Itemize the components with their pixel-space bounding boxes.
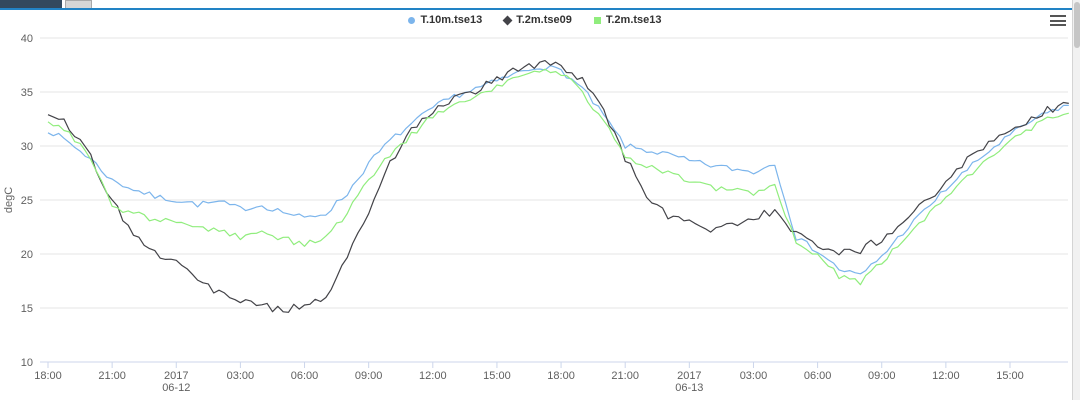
svg-text:12:00: 12:00 [932,370,960,382]
chart-legend: T.10m.tse13 T.2m.tse09 T.2m.tse13 [0,14,1070,26]
svg-text:06-12: 06-12 [162,382,190,394]
svg-text:09:00: 09:00 [355,370,383,382]
hamburger-icon [1050,19,1066,22]
legend-label: T.2m.tse13 [605,14,662,26]
svg-text:35: 35 [21,87,33,99]
svg-text:03:00: 03:00 [740,370,768,382]
svg-text:12:00: 12:00 [419,370,447,382]
svg-text:15: 15 [21,303,33,315]
legend-item-t10m-tse13[interactable]: T.10m.tse13 [408,14,482,26]
scrollbar[interactable] [1072,0,1080,400]
svg-text:2017: 2017 [677,370,701,382]
svg-text:15:00: 15:00 [483,370,511,382]
svg-text:18:00: 18:00 [547,370,575,382]
svg-text:06:00: 06:00 [291,370,319,382]
svg-text:25: 25 [21,195,33,207]
legend-label: T.2m.tse09 [516,14,572,26]
series-marker-icon [593,16,601,24]
scrollbar-thumb[interactable] [1074,2,1080,48]
series-marker-icon [502,15,513,25]
svg-text:03:00: 03:00 [227,370,255,382]
svg-text:20: 20 [21,249,33,261]
svg-text:2017: 2017 [164,370,188,382]
svg-text:06-13: 06-13 [675,382,703,394]
cropped-toolbar-button-dark[interactable] [0,0,62,8]
top-accent-divider [0,8,1080,10]
svg-text:15:00: 15:00 [996,370,1024,382]
legend-item-t2m-tse13[interactable]: T.2m.tse13 [593,14,662,26]
svg-text:10: 10 [21,357,33,369]
svg-text:06:00: 06:00 [804,370,832,382]
hamburger-icon [1050,24,1066,26]
svg-text:18:00: 18:00 [34,370,62,382]
series-marker-icon [408,16,416,24]
legend-item-t2m-tse09[interactable]: T.2m.tse09 [502,14,572,26]
svg-text:09:00: 09:00 [868,370,896,382]
svg-text:30: 30 [21,141,33,153]
chart-context-menu-button[interactable] [1050,15,1066,28]
svg-text:degC: degC [3,187,15,213]
svg-text:21:00: 21:00 [611,370,639,382]
hamburger-icon [1050,15,1066,17]
legend-label: T.10m.tse13 [420,14,483,26]
svg-text:40: 40 [21,33,33,45]
svg-text:21:00: 21:00 [98,370,126,382]
